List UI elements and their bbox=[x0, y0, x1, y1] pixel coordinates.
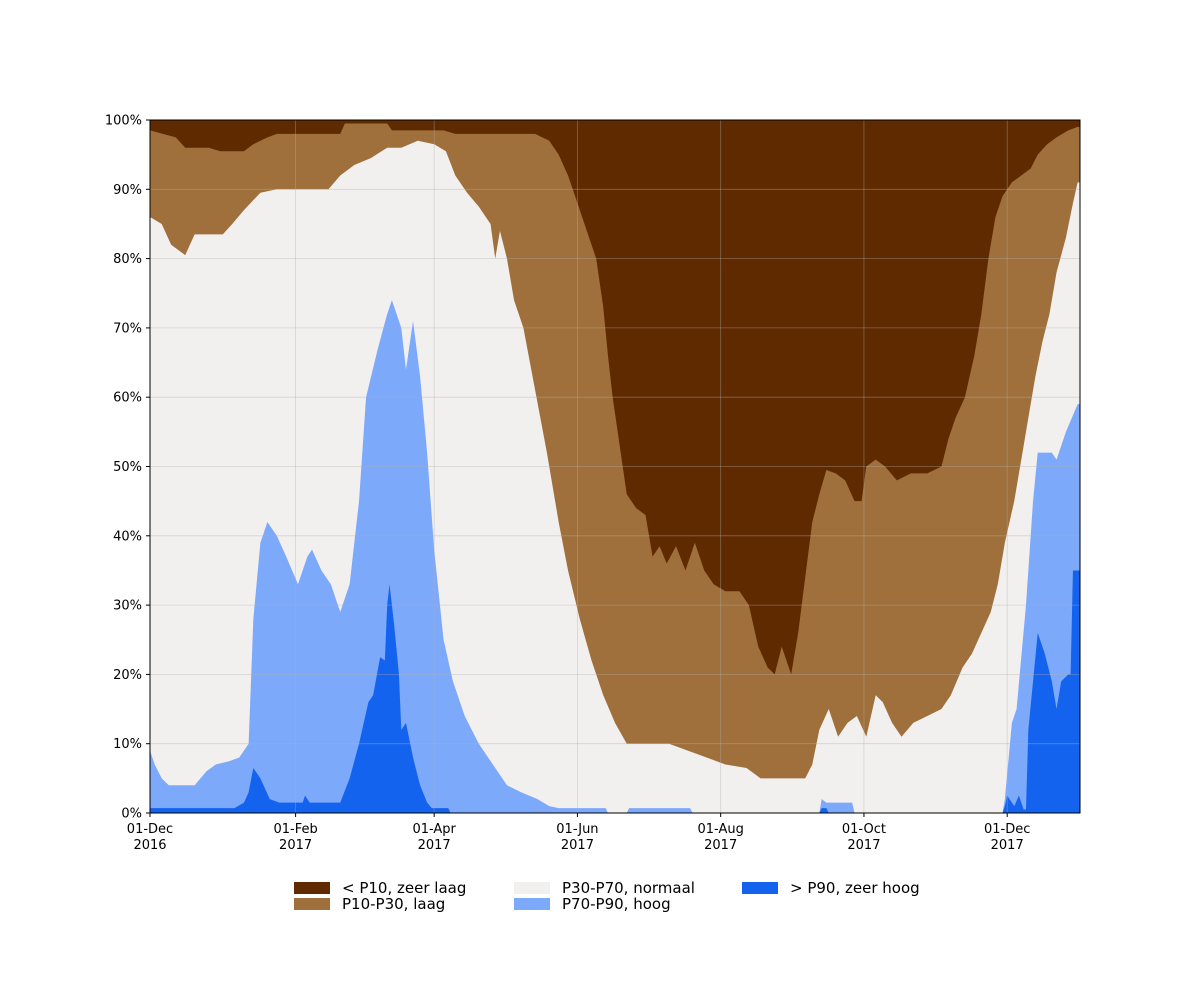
y-tick-label: 90% bbox=[113, 183, 142, 198]
x-tick-label: 01-Dec bbox=[127, 822, 173, 837]
x-tick-label: 01-Apr bbox=[412, 822, 456, 837]
legend-swatch-zeer-hoog bbox=[742, 882, 778, 894]
y-tick-label: 10% bbox=[113, 737, 142, 752]
legend: < P10, zeer laag P10-P30, laag P30-P70, … bbox=[294, 879, 994, 920]
legend-item-zeer-laag: < P10, zeer laag bbox=[294, 879, 467, 897]
y-tick-label: 0% bbox=[121, 807, 142, 822]
y-tick-label: 100% bbox=[105, 114, 142, 129]
legend-item-zeer-hoog: > P90, zeer hoog bbox=[742, 879, 920, 897]
x-tick-label: 01-Dec bbox=[984, 822, 1030, 837]
legend-item-hoog: P70-P90, hoog bbox=[514, 895, 671, 913]
legend-item-normaal: P30-P70, normaal bbox=[514, 879, 695, 897]
y-tick-label: 30% bbox=[113, 599, 142, 614]
y-tick-label: 40% bbox=[113, 529, 142, 544]
x-tick-year-label: 2017 bbox=[418, 838, 451, 853]
y-tick-label: 50% bbox=[113, 460, 142, 475]
x-tick-year-label: 2017 bbox=[561, 838, 594, 853]
legend-label-laag: P10-P30, laag bbox=[342, 895, 446, 913]
x-tick-label: 01-Feb bbox=[273, 822, 317, 837]
area-gt-p90 bbox=[150, 570, 1080, 813]
legend-item-laag: P10-P30, laag bbox=[294, 895, 446, 913]
x-tick-label: 01-Jun bbox=[556, 822, 598, 837]
y-tick-label: 70% bbox=[113, 321, 142, 336]
x-tick-year-label: 2017 bbox=[991, 838, 1024, 853]
y-tick-label: 20% bbox=[113, 668, 142, 683]
legend-label-zeer-hoog: > P90, zeer hoog bbox=[790, 879, 920, 897]
legend-swatch-zeer-laag bbox=[294, 882, 330, 894]
legend-label-zeer-laag: < P10, zeer laag bbox=[342, 879, 467, 897]
y-tick-label: 60% bbox=[113, 391, 142, 406]
legend-label-hoog: P70-P90, hoog bbox=[562, 895, 671, 913]
legend-swatch-normaal bbox=[514, 882, 550, 894]
x-tick-year-label: 2017 bbox=[279, 838, 312, 853]
legend-swatch-laag bbox=[294, 898, 330, 910]
x-tick-year-label: 2017 bbox=[847, 838, 880, 853]
legend-label-normaal: P30-P70, normaal bbox=[562, 879, 695, 897]
x-tick-label: 01-Oct bbox=[842, 822, 886, 837]
x-tick-year-label: 2017 bbox=[704, 838, 737, 853]
legend-swatch-hoog bbox=[514, 898, 550, 910]
y-tick-label: 80% bbox=[113, 252, 142, 267]
x-tick-year-label: 2016 bbox=[133, 838, 166, 853]
x-tick-label: 01-Aug bbox=[698, 822, 744, 837]
